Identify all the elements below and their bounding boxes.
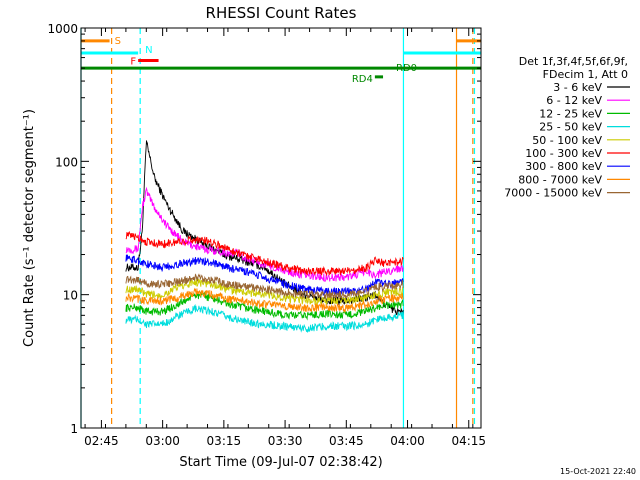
- axes: 02:45 03:00 03:15 03:30 03:45 04:00 04:15 1 10 10…: [47, 22, 486, 448]
- legend-label-0: 3 - 6 keV: [553, 81, 602, 94]
- x-tick-label-2: 03:15: [207, 434, 242, 448]
- x-tick-label-1: 03:00: [145, 434, 180, 448]
- legend-header-line-2: FDecim 1, Att 0: [543, 68, 628, 81]
- flag-label-n: N: [145, 45, 152, 56]
- legend-label-2: 12 - 25 keV: [539, 107, 602, 120]
- flag-label-rd0: RD0: [396, 63, 417, 74]
- series-line-4: [125, 278, 404, 306]
- footer-date: 15-Oct-2021 22:40: [560, 467, 636, 476]
- series-line-2: [125, 291, 404, 321]
- flag-label-rd4: RD4: [352, 74, 373, 85]
- y-tick-label-0: 1: [70, 422, 78, 436]
- legend-header-line-1: Det 1f,3f,4f,5f,6f,9f,: [519, 55, 628, 68]
- x-tick-label-6: 04:15: [451, 434, 486, 448]
- legend-label-8: 7000 - 15000 keV: [504, 187, 602, 200]
- legend-label-4: 50 - 100 keV: [532, 134, 602, 147]
- x-tick-label-4: 03:45: [329, 434, 364, 448]
- series-line-8: [125, 273, 404, 300]
- series-line-3: [125, 303, 404, 333]
- legend: Det 1f,3f,4f,5f,6f,9f, FDecim 1, Att 0 3…: [504, 55, 630, 200]
- chart-title: RHESSI Count Rates: [206, 4, 357, 22]
- flag-label-s: S: [115, 36, 121, 47]
- y-tick-label-2: 100: [55, 155, 78, 169]
- y-tick-label-1: 10: [63, 289, 78, 303]
- series-line-5: [125, 231, 404, 277]
- x-tick-label-0: 02:45: [84, 434, 119, 448]
- legend-label-7: 800 - 7000 keV: [518, 173, 602, 186]
- flag-label-f: F: [130, 57, 136, 68]
- flag-bars: S NF RD0 RD4: [81, 36, 481, 85]
- legend-label-3: 25 - 50 keV: [539, 121, 602, 134]
- x-tick-label-5: 04:00: [390, 434, 425, 448]
- y-axis-label: Count Rate (s⁻¹ detector segment⁻¹): [22, 109, 37, 347]
- x-axis-label: Start Time (09-Jul-07 02:38:42): [179, 455, 382, 470]
- x-tick-label-3: 03:30: [268, 434, 303, 448]
- series-lines: [125, 140, 404, 333]
- legend-label-1: 6 - 12 keV: [546, 94, 602, 107]
- legend-label-6: 300 - 800 keV: [525, 160, 602, 173]
- legend-label-5: 100 - 300 keV: [525, 147, 602, 160]
- series-line-7: [125, 287, 404, 314]
- y-tick-label-3: 1000: [47, 22, 78, 36]
- plot-frame: [80, 27, 482, 429]
